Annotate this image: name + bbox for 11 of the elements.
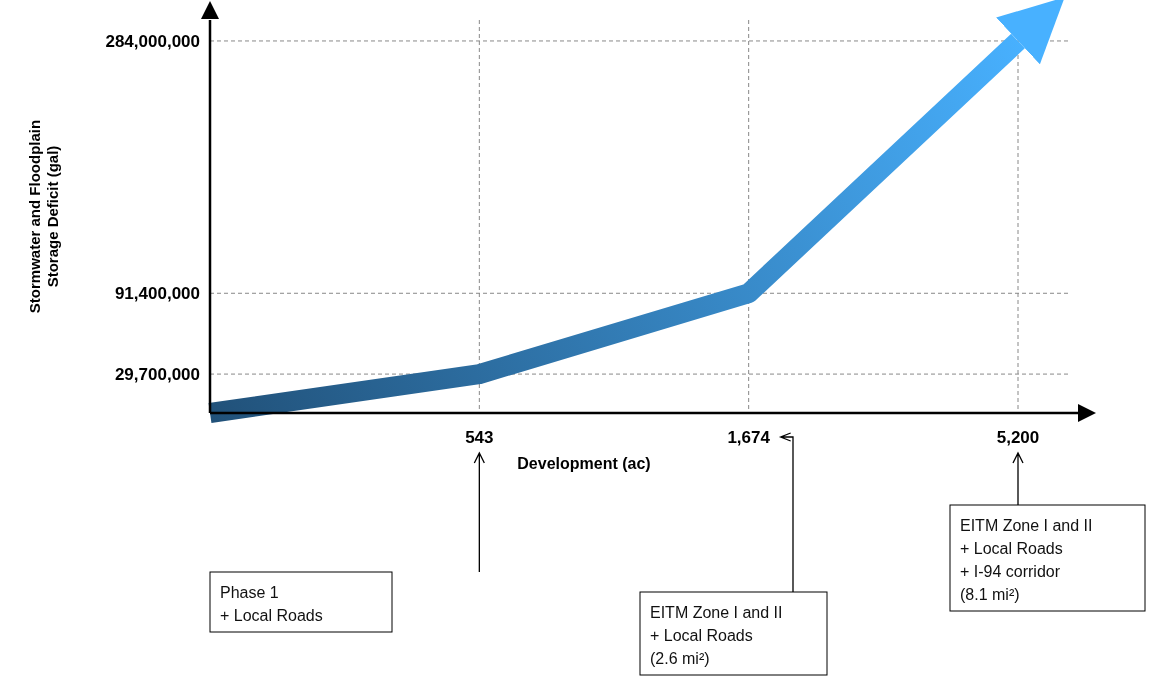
y-tick-label: 29,700,000 — [114, 365, 200, 385]
text: Phase 1 + Local Roads — [220, 584, 323, 624]
y-tick-label: 284,000,000 — [105, 31, 200, 51]
text: EITM Zone I and II + Local Roads + I-94 corridor (8.1 mi²) — [960, 517, 1093, 603]
x-axis-title: Development (ac) — [517, 455, 651, 472]
text: EITM Zone I and II + Local Roads (2.6 mi²) — [650, 604, 783, 667]
y-tick-label: 91,400,000 — [114, 284, 200, 304]
x-tick-label: 5,200 — [996, 428, 1040, 447]
x-tick-label: 543 — [465, 428, 494, 447]
x-tick-label: 1,674 — [727, 428, 771, 447]
y-axis-title: Stormwater and Floodplain Storage Deficit (gal) — [26, 119, 61, 314]
